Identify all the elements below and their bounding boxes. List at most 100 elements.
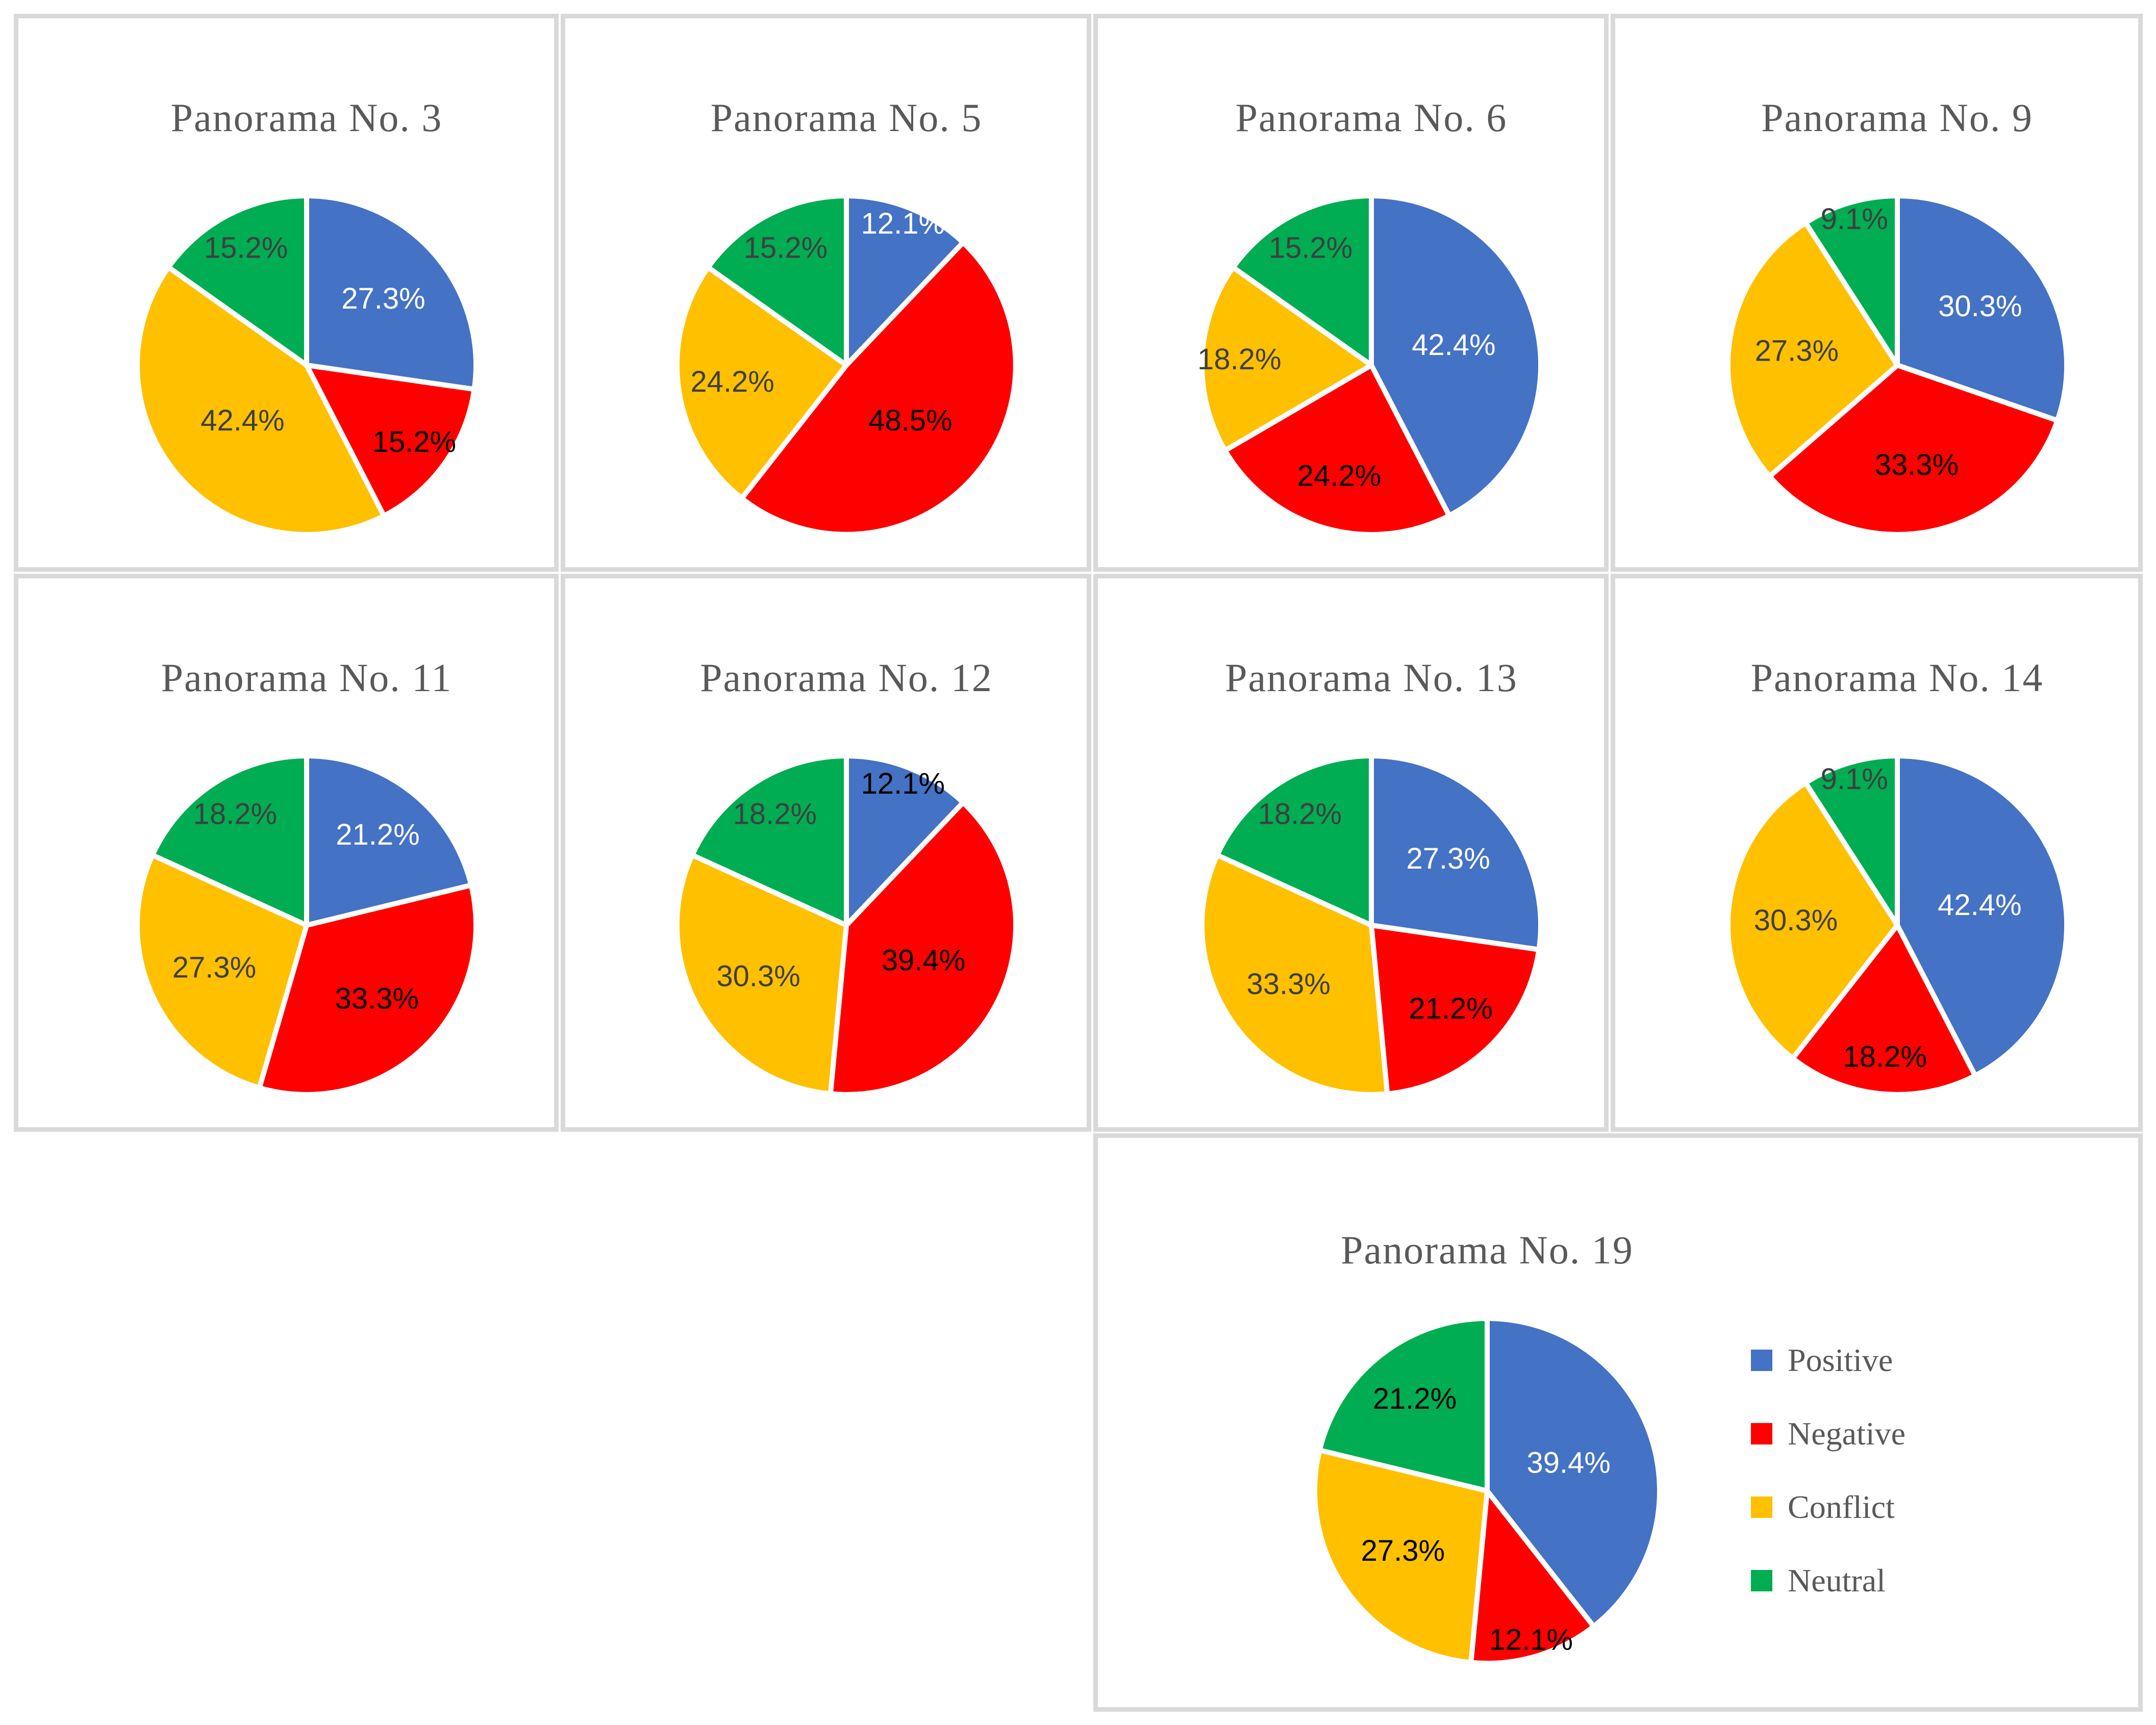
pie-slice-negative	[1468, 1488, 1596, 1666]
pie-data-label: 42.4%	[200, 404, 284, 437]
pie-slice-positive	[1369, 753, 1543, 952]
chart-title: Panorama No. 6	[1235, 95, 1508, 140]
chart-title: Panorama No. 11	[161, 655, 453, 700]
pie-chart: 27.3% 15.2% 42.4% 15.2%	[135, 193, 479, 537]
legend-item-conflict: Conflict	[1751, 1489, 1906, 1526]
pie-slice-conflict	[1725, 220, 1900, 479]
legend-item-positive: Positive	[1751, 1342, 1906, 1379]
legend-swatch-conflict-icon	[1751, 1496, 1772, 1518]
pie-slice-negative	[828, 800, 1018, 1097]
pie-data-label: 39.4%	[882, 944, 965, 977]
pie-slice-conflict	[674, 265, 849, 501]
pie-data-label: 39.4%	[1526, 1446, 1610, 1479]
pie-slice-positive	[844, 753, 966, 928]
pie-data-label: 21.2%	[1409, 992, 1492, 1025]
pie-slice-conflict	[1199, 265, 1374, 453]
pie-slice-negative	[304, 363, 477, 519]
pie-data-label: 27.3%	[172, 951, 256, 984]
chart-title: Panorama No. 13	[1225, 655, 1518, 700]
pie-data-label: 15.2%	[744, 232, 828, 265]
pie-data-label: 18.2%	[193, 798, 277, 831]
pie-slice-neutral	[149, 753, 309, 928]
chart-title: Panorama No. 12	[700, 655, 993, 700]
pie-slice-neutral	[689, 753, 849, 928]
pie-slice-positive	[1369, 193, 1544, 518]
panel-panorama-no-3: Panorama No. 3 27.3% 15.2% 42.4% 15.2%	[14, 14, 559, 572]
legend-swatch-neutral-icon	[1751, 1570, 1772, 1591]
pie-data-label: 15.2%	[372, 425, 456, 459]
pie-data-label: 27.3%	[341, 282, 425, 315]
chart-title: Panorama No. 19	[1341, 1228, 1634, 1272]
pie-slice-negative	[739, 240, 1018, 537]
pie-slice-neutral	[1214, 753, 1374, 928]
pie-data-label: 30.3%	[1753, 904, 1837, 937]
pie-chart: 21.2% 33.3% 27.3% 18.2%	[135, 753, 479, 1097]
panel-panorama-no-14: Panorama No. 14 42.4% 18.2% 30.3% 9.1%	[1611, 574, 2143, 1132]
pie-data-label: 24.2%	[690, 365, 774, 398]
pie-data-label: 12.1%	[861, 767, 945, 800]
pie-data-label: 27.3%	[1754, 334, 1838, 367]
chart-legend: Positive Negative Conflict Neutral	[1751, 1342, 1906, 1599]
pie-data-label: 18.2%	[733, 798, 817, 831]
pie-slice-neutral	[1231, 193, 1374, 368]
pie-data-label: 33.3%	[1246, 968, 1330, 1001]
pie-slice-conflict	[135, 852, 309, 1090]
legend-label: Neutral	[1788, 1562, 1886, 1599]
pie-data-label: 9.1%	[1820, 763, 1888, 796]
pie-slice-positive	[1894, 753, 2069, 1078]
panel-panorama-no-12: Panorama No. 12 12.1% 39.4% 30.3% 18.2%	[561, 574, 1091, 1132]
pie-data-label: 12.1%	[861, 207, 945, 240]
panel-panorama-no-5: Panorama No. 5 12.1% 48.5% 24.2% 15.2%	[561, 14, 1091, 572]
pie-data-label: 33.3%	[335, 982, 418, 1015]
pie-slice-conflict	[1199, 852, 1390, 1097]
pie-chart: 12.1% 48.5% 24.2% 15.2%	[674, 193, 1018, 537]
chart-title: Panorama No. 9	[1761, 95, 2033, 140]
pie-chart: 27.3% 21.2% 33.3% 18.2%	[1199, 753, 1543, 1097]
legend-swatch-positive-icon	[1751, 1350, 1772, 1371]
pie-slice-negative	[1369, 923, 1542, 1097]
pie-data-label: 48.5%	[868, 404, 952, 437]
chart-title: Panorama No. 3	[170, 95, 443, 140]
pie-slice-negative	[1767, 363, 2060, 538]
pie-data-label: 24.2%	[1297, 459, 1381, 492]
pie-slice-neutral	[1317, 1316, 1490, 1493]
legend-label: Negative	[1788, 1415, 1906, 1452]
pie-slice-conflict	[1725, 780, 1900, 1061]
pie-slice-neutral	[1802, 753, 1900, 928]
panel-panorama-no-6: Panorama No. 6 42.4% 24.2% 18.2% 15.2%	[1093, 14, 1609, 572]
pie-slice-negative	[1790, 923, 1978, 1097]
pie-data-label: 18.2%	[1197, 343, 1281, 376]
pie-slice-positive	[1894, 193, 2069, 423]
pie-slice-neutral	[1802, 193, 1900, 368]
pie-data-label: 33.3%	[1874, 448, 1958, 481]
legend-label: Positive	[1788, 1342, 1893, 1378]
pie-data-label: 27.3%	[1361, 1534, 1445, 1567]
pie-data-label: 12.1%	[1489, 1623, 1573, 1656]
pie-slice-negative	[1222, 363, 1452, 537]
legend-item-negative: Negative	[1751, 1415, 1906, 1452]
pie-slice-conflict	[674, 852, 849, 1097]
pie-data-label: 30.3%	[716, 959, 800, 993]
pie-data-label: 18.2%	[1258, 798, 1342, 831]
pie-data-label: 15.2%	[204, 232, 288, 265]
pie-chart: 12.1% 39.4% 30.3% 18.2%	[674, 753, 1018, 1097]
pie-chart: 42.4% 18.2% 30.3% 9.1%	[1725, 753, 2069, 1097]
pie-chart: 42.4% 24.2% 18.2% 15.2%	[1197, 193, 1544, 537]
pie-data-label: 27.3%	[1406, 842, 1490, 875]
pie-slice-conflict	[1312, 1448, 1490, 1665]
chart-title: Panorama No. 5	[710, 95, 983, 140]
pie-data-label: 15.2%	[1269, 232, 1352, 265]
pie-data-label: 21.2%	[1373, 1382, 1457, 1415]
pie-slice-conflict	[135, 265, 387, 537]
pie-data-label: 30.3%	[1938, 290, 2022, 323]
legend-swatch-negative-icon	[1751, 1423, 1772, 1444]
pie-slice-positive	[1485, 1316, 1663, 1629]
pie-slice-neutral	[706, 193, 849, 368]
pie-chart: 30.3% 33.3% 27.3% 9.1%	[1725, 193, 2069, 538]
pie-data-label: 42.4%	[1412, 328, 1495, 362]
pie-data-label: 18.2%	[1843, 1040, 1926, 1073]
pie-data-label: 9.1%	[1820, 202, 1888, 236]
pie-slice-negative	[257, 882, 479, 1097]
panel-panorama-no-19: Panorama No. 19 39.4% 12.1% 27.3% 21.2% Pos…	[1093, 1133, 2143, 1712]
